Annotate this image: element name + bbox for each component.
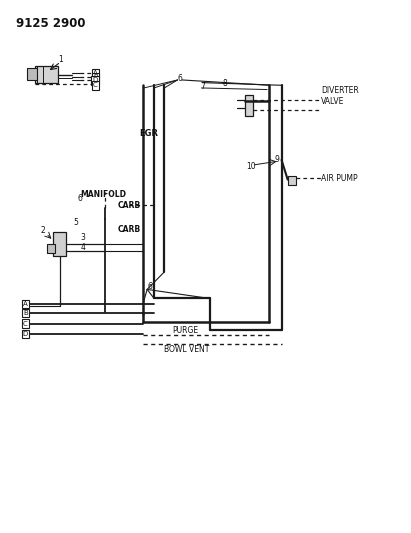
Text: 7: 7 [200,82,205,91]
Text: 3: 3 [80,233,85,241]
Text: 6: 6 [178,74,182,83]
Text: 4: 4 [80,244,85,252]
Text: A: A [23,301,28,307]
Text: 9125 2900: 9125 2900 [16,17,86,30]
Text: 1: 1 [58,55,63,64]
Text: BOWL VENT: BOWL VENT [164,345,210,353]
Text: 2: 2 [40,227,45,235]
Text: CARB: CARB [117,201,140,209]
Bar [288,176,296,185]
Text: 10: 10 [247,162,256,171]
Text: AIR PUMP: AIR PUMP [321,174,358,182]
Text: B: B [23,310,28,316]
Text: 9: 9 [275,156,279,164]
Bar [245,95,253,116]
Text: C: C [23,320,28,327]
Text: EGR: EGR [140,129,159,138]
Text: 6: 6 [148,282,153,291]
Text: 6: 6 [77,194,82,203]
Text: D: D [93,77,98,84]
Text: D: D [23,331,28,337]
Text: B: B [93,74,98,80]
Text: 8: 8 [223,79,228,88]
Text: MANIFOLD: MANIFOLD [80,190,126,199]
Bar [35,66,58,83]
Text: PURGE: PURGE [173,326,199,335]
Text: DIVERTER
VALVE: DIVERTER VALVE [321,86,359,106]
Bar [53,232,66,256]
Text: 5: 5 [73,219,78,227]
Text: CARB: CARB [117,225,140,233]
Text: C: C [93,82,98,88]
Text: A: A [93,70,98,76]
Bar [47,244,55,253]
Bar [27,68,37,80]
